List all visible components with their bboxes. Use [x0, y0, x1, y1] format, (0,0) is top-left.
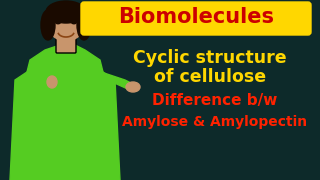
Ellipse shape [46, 1, 86, 23]
Ellipse shape [71, 20, 76, 24]
Text: Biomolecules: Biomolecules [118, 7, 274, 27]
Ellipse shape [47, 76, 57, 88]
Ellipse shape [41, 10, 55, 40]
Polygon shape [25, 45, 105, 80]
FancyBboxPatch shape [56, 36, 76, 53]
Text: Difference b/w: Difference b/w [152, 93, 278, 107]
Polygon shape [20, 85, 55, 105]
Polygon shape [10, 70, 120, 180]
Ellipse shape [126, 82, 140, 92]
Ellipse shape [77, 10, 91, 40]
Text: Cyclic structure: Cyclic structure [133, 49, 287, 67]
Text: of cellulose: of cellulose [154, 68, 266, 86]
Ellipse shape [55, 20, 60, 24]
Text: Amylose & Amylopectin: Amylose & Amylopectin [123, 115, 308, 129]
Polygon shape [70, 65, 135, 90]
Ellipse shape [47, 3, 85, 41]
FancyBboxPatch shape [81, 2, 311, 35]
